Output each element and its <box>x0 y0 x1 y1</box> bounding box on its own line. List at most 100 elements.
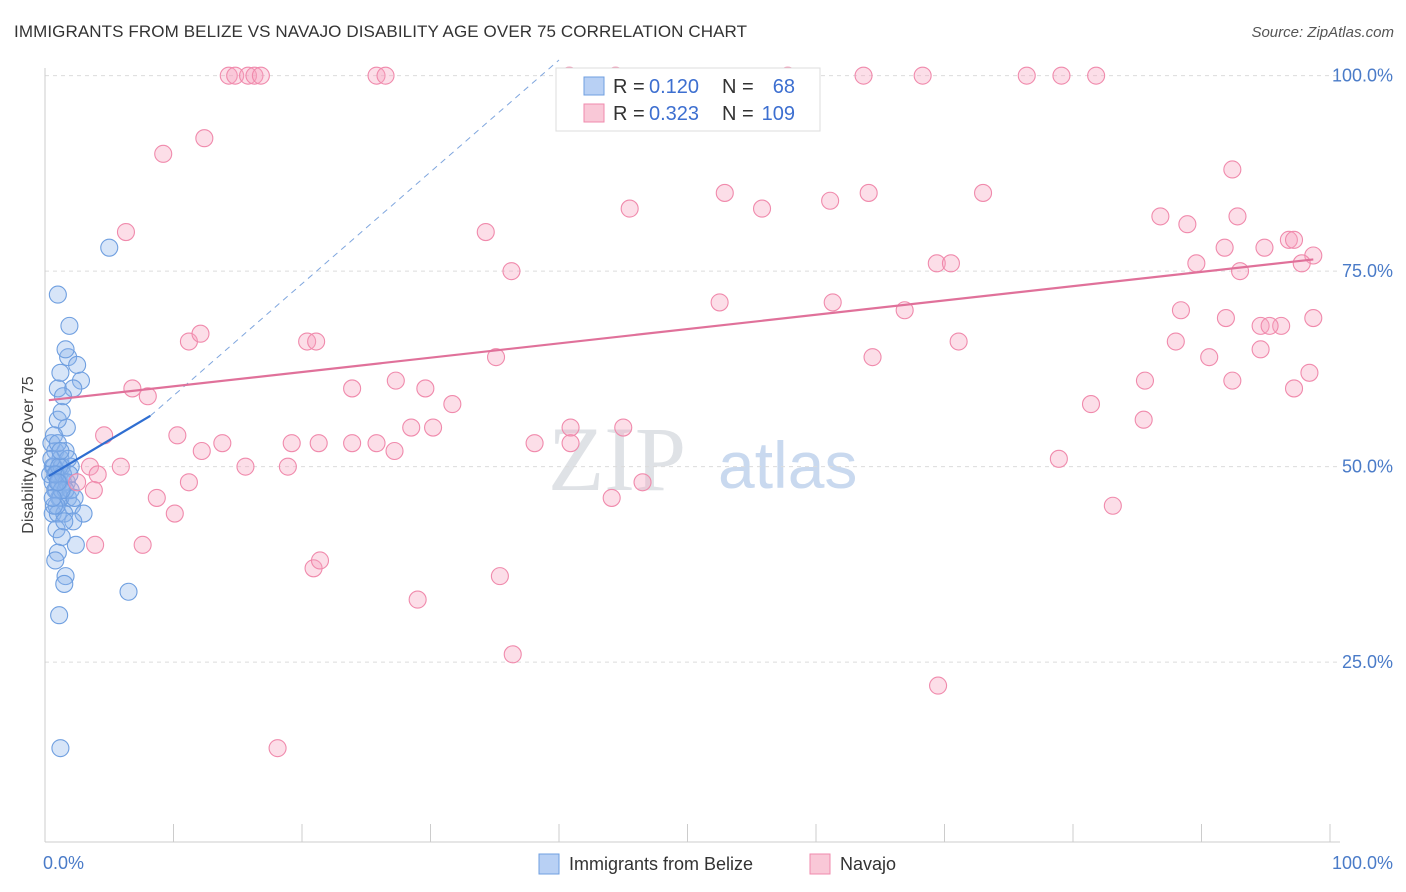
belize-point-24 <box>66 535 85 554</box>
navajo-point-73 <box>367 434 386 453</box>
navajo-point-104 <box>633 473 652 492</box>
navajo-point-100 <box>929 676 948 695</box>
navajo-point-87 <box>165 504 184 523</box>
navajo-point-92 <box>490 567 509 586</box>
y-axis-label: Disability Age Over 75 <box>20 376 37 534</box>
navajo-point-63 <box>416 379 435 398</box>
navajo-point-39 <box>502 262 521 281</box>
navajo-point-40 <box>710 293 729 312</box>
gridlines <box>45 75 1340 663</box>
belize-point-30 <box>50 606 69 625</box>
navajo-point-6 <box>376 66 395 85</box>
navajo-point-76 <box>443 395 462 414</box>
navajo-point-80 <box>95 426 114 445</box>
navajo-point-79 <box>614 418 633 437</box>
axes <box>44 68 1340 843</box>
belize-point-9 <box>52 402 71 421</box>
legend-swatch-belize-bottom <box>538 853 560 875</box>
legend-r-value-2: 0.323 <box>649 103 699 125</box>
navajo-point-42 <box>1171 301 1190 320</box>
legend-label-belize: Immigrants from Belize <box>569 854 753 874</box>
navajo-point-86 <box>147 488 166 507</box>
belize-point-67 <box>48 473 67 492</box>
navajo-point-37 <box>1231 262 1250 281</box>
belize-point-32 <box>51 363 70 382</box>
navajo-point-84 <box>68 473 87 492</box>
x-tick-left: 0.0% <box>43 853 84 873</box>
navajo-point-34 <box>927 254 946 273</box>
navajo-point-82 <box>80 457 100 476</box>
navajo-point-28 <box>116 222 136 242</box>
navajo-point-20 <box>752 199 772 218</box>
belize-point-29 <box>119 582 138 601</box>
navajo-point-12 <box>1017 66 1036 85</box>
navajo-point-38 <box>1292 254 1311 273</box>
navajo-point-83 <box>88 465 107 484</box>
navajo-point-85 <box>84 481 103 500</box>
navajo-point-67 <box>168 426 187 445</box>
series-belize-points <box>41 238 138 758</box>
navajo-point-50 <box>863 348 882 367</box>
navajo-point-24 <box>1228 207 1247 226</box>
navajo-point-10 <box>854 66 873 85</box>
navajo-point-52 <box>1200 348 1219 367</box>
navajo-point-62 <box>386 371 405 390</box>
navajo-point-55 <box>1284 379 1304 398</box>
navajo-point-61 <box>343 379 362 398</box>
navajo-point-32 <box>1284 230 1304 249</box>
navajo-point-77 <box>525 434 544 453</box>
navajo-point-27 <box>476 222 495 242</box>
y-tick-labels: 25.0% 50.0% 75.0% 100.0% <box>1332 66 1393 673</box>
navajo-point-19 <box>859 183 878 202</box>
belize-point-66 <box>51 441 70 461</box>
series-navajo-points <box>68 66 1323 758</box>
navajo-point-68 <box>192 441 211 461</box>
navajo-point-23 <box>1178 215 1197 234</box>
legend-n-label-1: N = <box>722 76 754 98</box>
navajo-point-31 <box>1279 230 1298 249</box>
navajo-point-65 <box>123 379 142 398</box>
navajo-point-13 <box>1087 66 1106 85</box>
watermark-atlas: atlas <box>718 428 857 502</box>
legend-n-value-2: 109 <box>762 103 795 125</box>
navajo-point-51 <box>949 332 968 351</box>
navajo-point-56 <box>1135 371 1155 390</box>
navajo-point-72 <box>343 434 362 453</box>
x-tick-right: 100.0% <box>1332 853 1393 873</box>
legend-swatch-navajo-bottom <box>809 853 831 875</box>
belize-point-35 <box>68 355 87 375</box>
navajo-point-96 <box>503 645 522 664</box>
chart-title: IMMIGRANTS FROM BELIZE VS NAVAJO DISABIL… <box>14 22 748 41</box>
navajo-point-35 <box>941 254 960 273</box>
navajo-point-88 <box>179 473 198 492</box>
navajo-point-22 <box>1151 207 1170 226</box>
navajo-point-48 <box>1304 309 1323 328</box>
navajo-point-102 <box>1049 449 1068 468</box>
navajo-point-108 <box>1223 371 1242 390</box>
belize-point-39 <box>60 316 79 335</box>
navajo-point-29 <box>1215 238 1234 257</box>
navajo-point-14 <box>1052 66 1071 85</box>
y-tick-label-100: 100.0% <box>1332 66 1393 86</box>
navajo-point-43 <box>1216 309 1235 328</box>
navajo-point-94 <box>310 551 330 570</box>
navajo-point-54 <box>1300 363 1319 382</box>
watermark-zip: ZIP <box>548 408 686 510</box>
belize-point-64 <box>43 488 62 507</box>
navajo-point-30 <box>1255 238 1274 257</box>
navajo-point-21 <box>973 183 993 202</box>
navajo-point-90 <box>278 457 297 476</box>
belize-point-54 <box>55 512 74 531</box>
navajo-point-36 <box>1187 254 1206 273</box>
navajo-point-98 <box>133 535 152 554</box>
y-tick-label-75: 75.0% <box>1342 261 1393 281</box>
belize-point-28 <box>55 574 74 593</box>
legend-r-value-1: 0.120 <box>649 76 699 98</box>
legend-n-label-2: N = <box>722 103 754 125</box>
navajo-point-53 <box>1251 340 1270 359</box>
trend-belize-extension <box>150 59 560 417</box>
navajo-point-97 <box>86 535 105 554</box>
navajo-point-58 <box>191 324 210 343</box>
legend-r-label-1: R = <box>613 76 645 98</box>
